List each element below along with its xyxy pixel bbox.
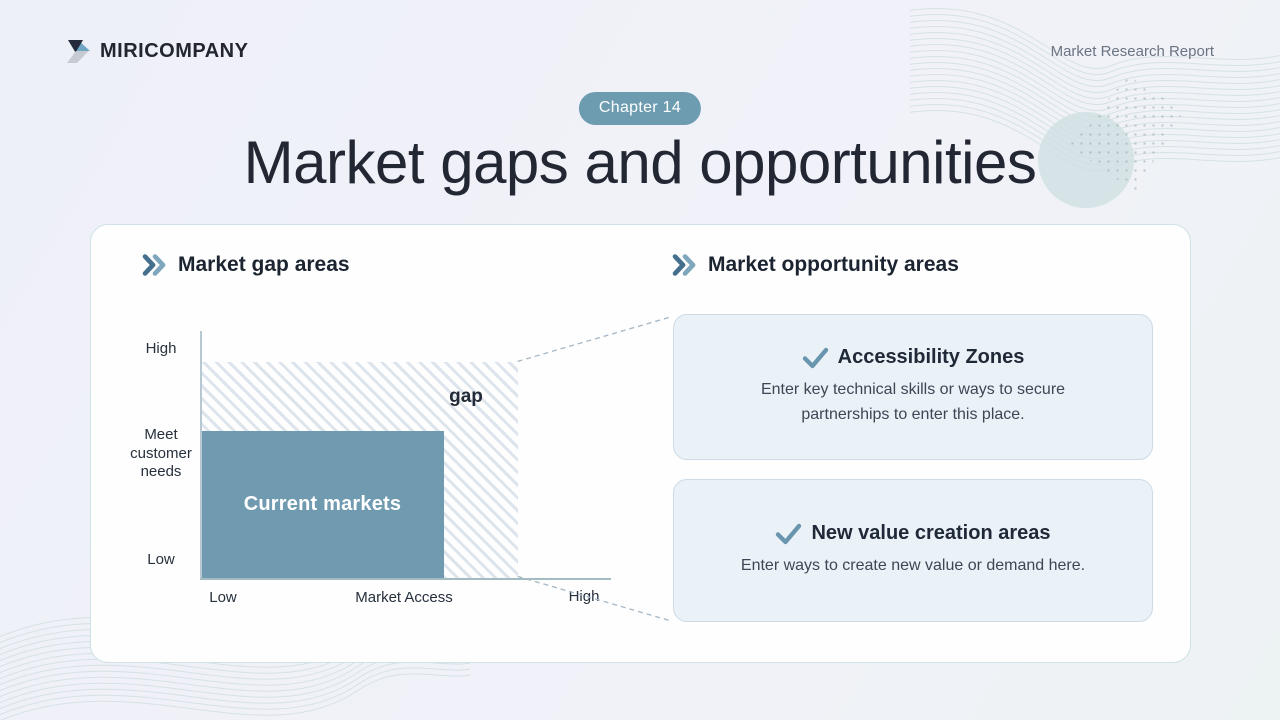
chapter-badge: Chapter 14 — [578, 92, 702, 125]
card-title: New value creation areas — [811, 522, 1051, 545]
card-body: Enter key technical skills or ways to se… — [760, 381, 1066, 423]
y-tick-high: High — [145, 340, 177, 357]
page-title: Market gaps and opportunities — [243, 129, 1037, 196]
check-icon — [802, 347, 828, 368]
check-icon — [776, 523, 802, 544]
x-axis-line — [200, 578, 611, 580]
opportunity-card-new-value-creation: New value creation areas Enter ways to c… — [673, 479, 1153, 622]
double-chevron-icon — [142, 254, 166, 276]
opportunity-card-accessibility-zones: Accessibility Zones Enter key technical … — [673, 314, 1153, 460]
opportunity-section-heading: Market opportunity areas — [671, 253, 959, 277]
report-label: Market Research Report — [1050, 42, 1214, 60]
card-title: Accessibility Zones — [837, 346, 1025, 369]
current-markets-region: Current markets — [201, 431, 444, 578]
card-title-row: New value creation areas — [775, 522, 1051, 545]
y-axis-line — [200, 331, 202, 579]
gap-section-heading: Market gap areas — [141, 253, 350, 277]
card-title-row: Accessibility Zones — [802, 346, 1025, 369]
double-chevron-icon — [672, 254, 696, 276]
gap-section-title: Market gap areas — [178, 253, 350, 276]
card-body: Enter ways to create new value or demand… — [740, 557, 1086, 575]
header: MIRICOMPANY Market Research Report — [64, 34, 1214, 68]
gap-region-label: gap — [449, 386, 483, 407]
company-logo-icon — [67, 40, 90, 63]
y-tick-meet-customer-needs: Meet customer needs — [130, 426, 192, 480]
y-tick-low: Low — [147, 551, 175, 568]
brand-name: MIRICOMPANY — [100, 39, 249, 62]
content-card: Market gap areas Market opportunity area… — [90, 224, 1191, 663]
x-tick-high: High — [568, 588, 600, 605]
opportunity-section-title: Market opportunity areas — [708, 253, 959, 276]
brand: MIRICOMPANY — [64, 37, 248, 65]
